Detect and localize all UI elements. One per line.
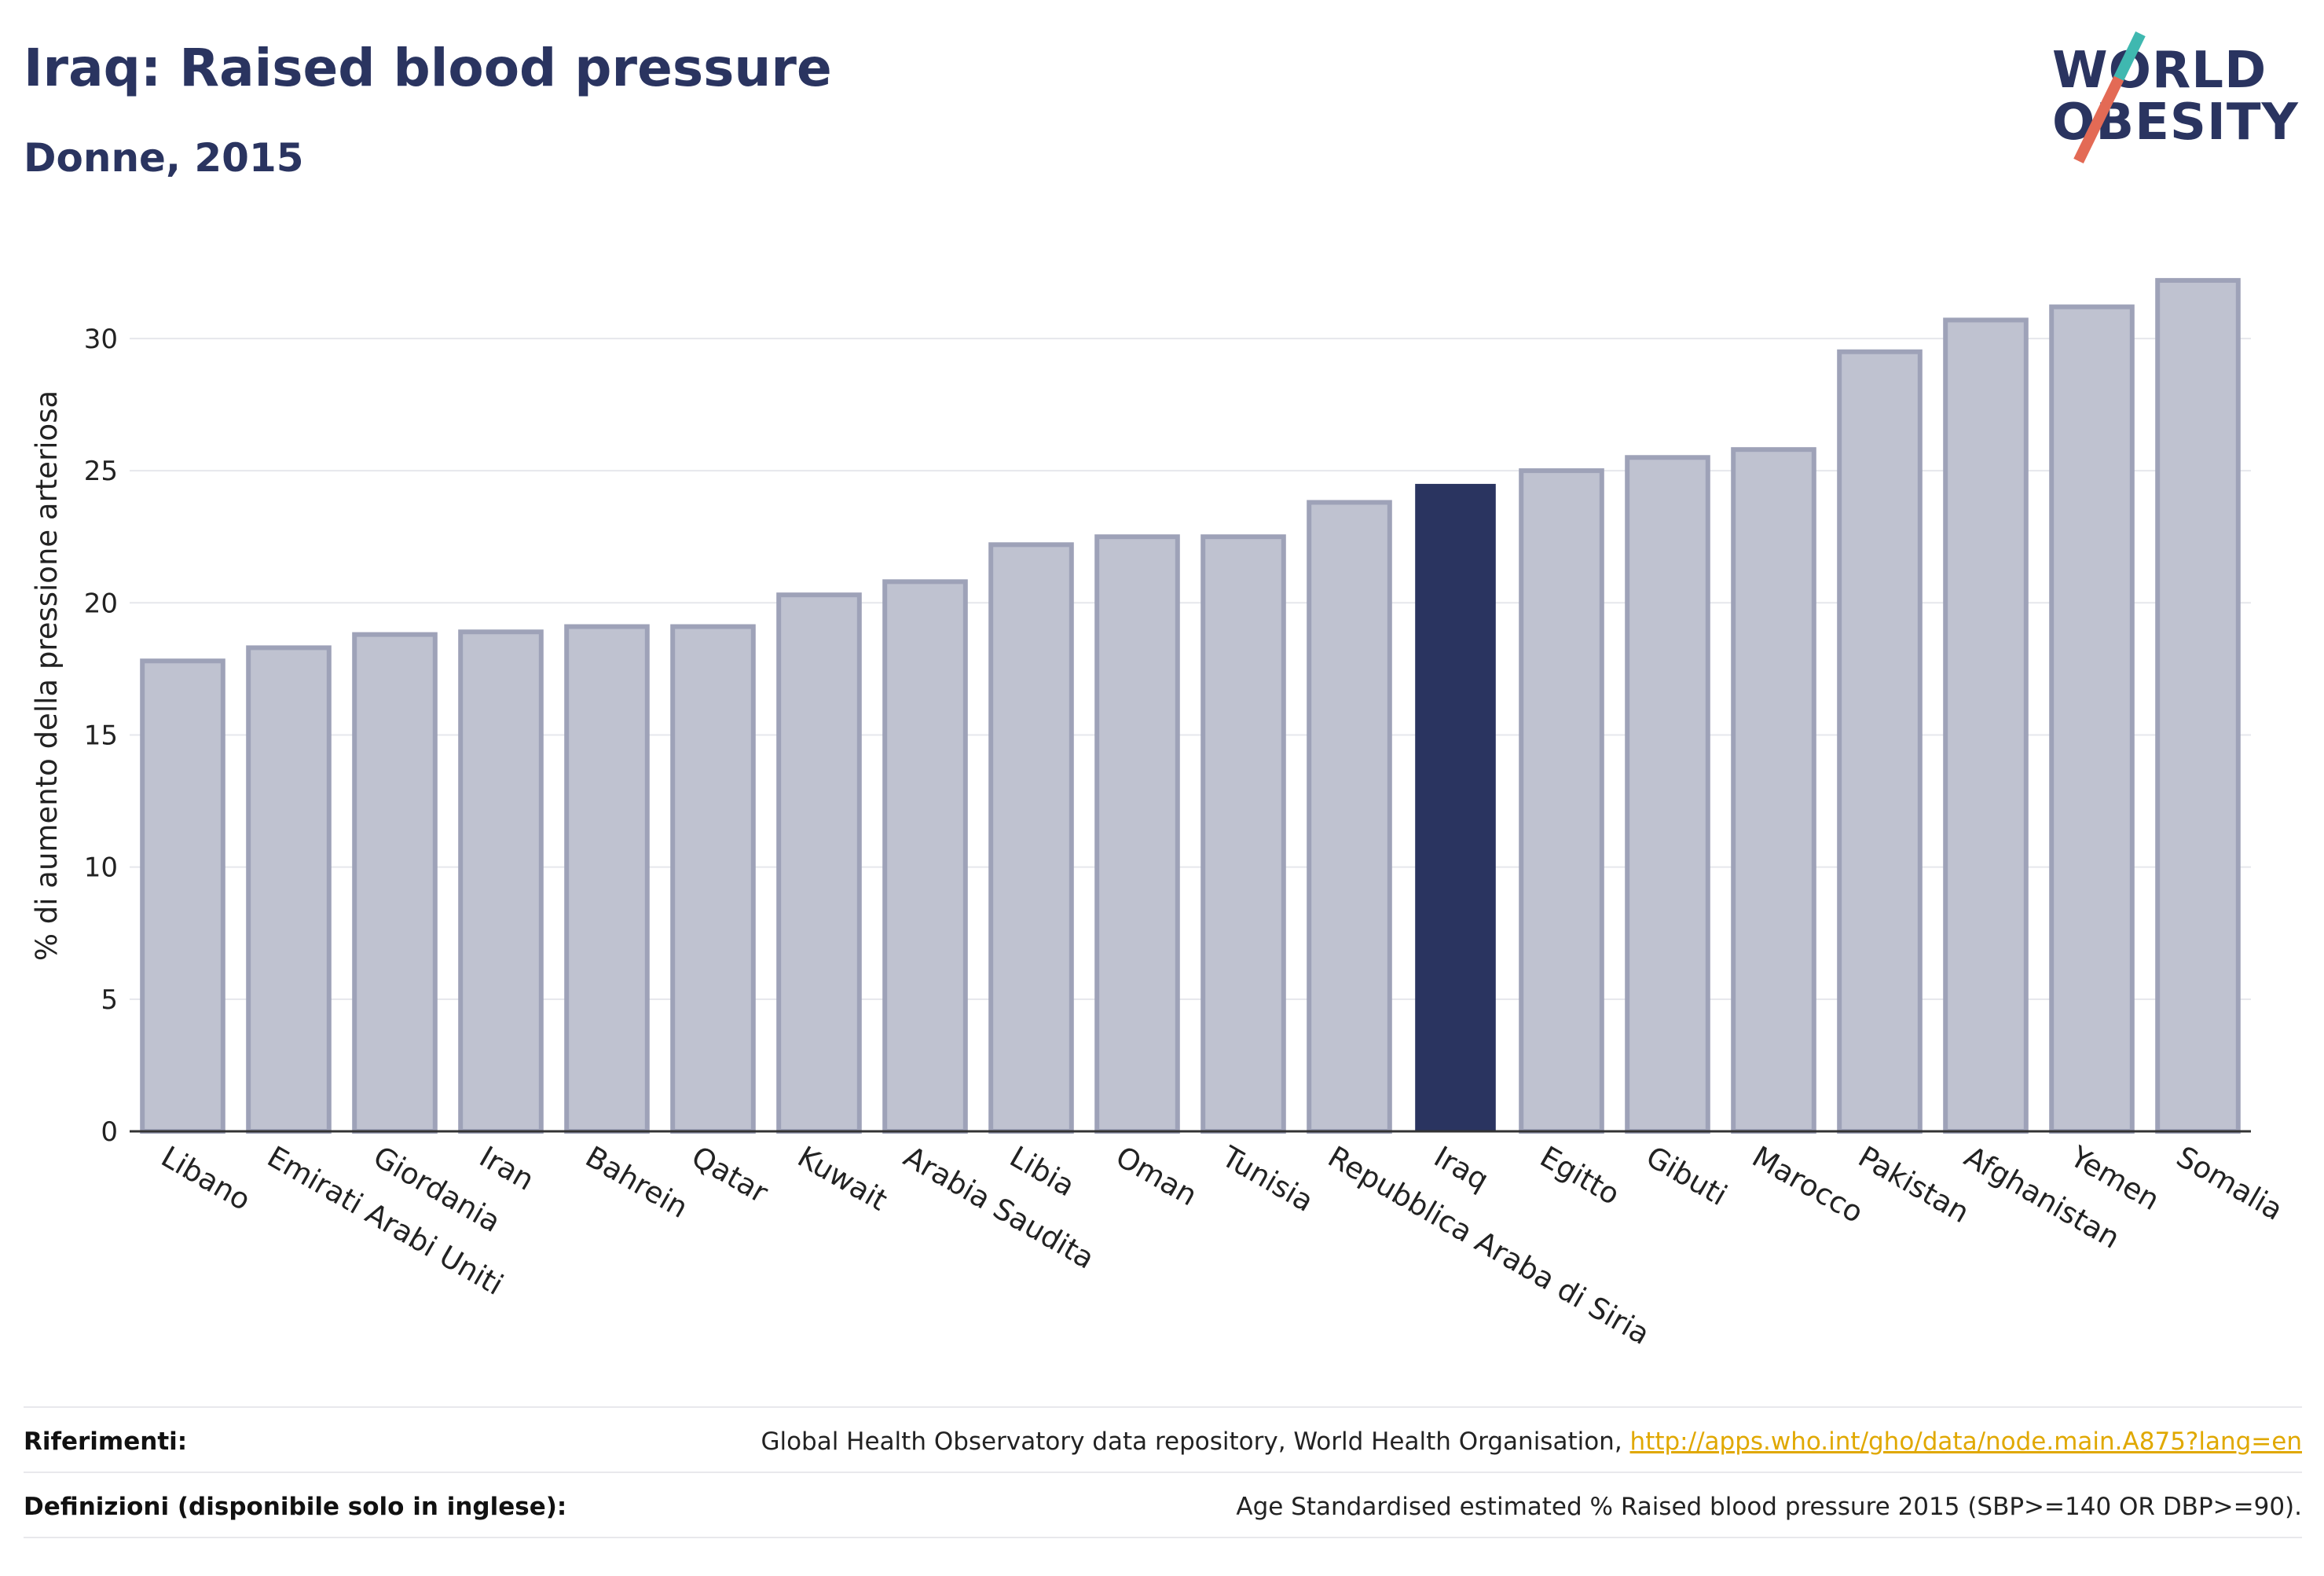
y-tick-label: 10 [84,852,118,884]
x-tick-label: Marocco [1747,1140,1869,1230]
bar-kuwait [776,592,862,1134]
bar-pakistan [1837,349,1923,1134]
x-tick-label: Bahrein [580,1140,694,1225]
page-title: Iraq: Raised blood pressure [24,38,832,98]
definitions-row: Definizioni (disponibile solo in inglese… [24,1479,2302,1534]
y-tick-label: 0 [101,1116,118,1148]
x-tick-label: Gibuti [1640,1140,1732,1213]
bar-afghanistan [1943,317,2029,1134]
bar-egitto [1519,468,1604,1134]
references-value: Global Health Observatory data repositor… [761,1428,2302,1456]
bar-chart: 0 5 10 15 20 25 30 Libano Emirati Arabi UnitiGi… [30,277,2289,1351]
bar-iraq [1415,483,1496,1131]
bar-qatar [670,624,756,1134]
footer-divider-top [24,1406,2302,1408]
footer-divider-bottom [24,1537,2302,1538]
bar-libia [988,542,1074,1134]
bar-arabia-saudita [882,579,968,1134]
x-tick-label: Libano [156,1140,256,1218]
x-tick-label: Tunisia [1215,1139,1319,1219]
bar-marocco [1731,447,1816,1134]
y-tick-label: 30 [84,324,118,355]
bar-tunisia [1200,534,1286,1134]
logo-line-1: WORLD [2052,42,2267,100]
references-label: Riferimenti: [24,1428,188,1456]
bars [140,277,2241,1134]
x-tick-label: Somalia [2171,1140,2289,1227]
footer-divider-middle [24,1472,2302,1473]
bar-oman [1094,534,1180,1134]
bar-bahrein [564,624,650,1134]
x-tick-label: Pakistan [1853,1140,1975,1230]
bar-emirati-arabi-uniti [246,645,332,1134]
x-tick-label: Iraq [1428,1140,1494,1197]
bar-gibuti [1625,455,1710,1134]
bar-iran [458,629,544,1134]
y-tick-label: 15 [84,720,118,751]
references-row: Riferimenti: Global Health Observatory d… [24,1414,2302,1469]
x-tick-label: Egitto [1534,1140,1626,1212]
bar-somalia [2155,277,2241,1134]
x-tick-label: Arabia Saudita [898,1140,1100,1276]
x-tick-label: Iran [474,1140,540,1197]
bar-repubblica-araba-di-siria [1307,500,1392,1134]
references-link[interactable]: http://apps.who.int/gho/data/node.main.A… [1629,1428,2302,1456]
y-tick-label: 5 [101,984,118,1016]
x-tick-label: Libia [1004,1140,1080,1204]
bar-libano [140,658,225,1134]
bar-yemen [2049,304,2135,1134]
definitions-text: Age Standardised estimated % Raised bloo… [1236,1493,2302,1521]
grid-lines [130,337,2251,1000]
x-tick-label: Kuwait [792,1140,893,1218]
y-axis-label: % di aumento della pressione arteriosa [30,390,64,961]
x-tick-label: Oman [1110,1140,1203,1213]
definitions-label: Definizioni (disponibile solo in inglese… [24,1493,567,1521]
y-tick-labels: 0 5 10 15 20 25 30 [84,324,118,1148]
world-obesity-logo: WORLD OBESITY [2035,31,2318,165]
y-tick-label: 25 [84,456,118,487]
bar-giordania [352,632,438,1134]
references-text: Global Health Observatory data repositor… [761,1428,1630,1456]
x-tick-label: Qatar [686,1140,774,1211]
page-subtitle: Donne, 2015 [24,135,304,181]
y-tick-label: 20 [84,588,118,619]
